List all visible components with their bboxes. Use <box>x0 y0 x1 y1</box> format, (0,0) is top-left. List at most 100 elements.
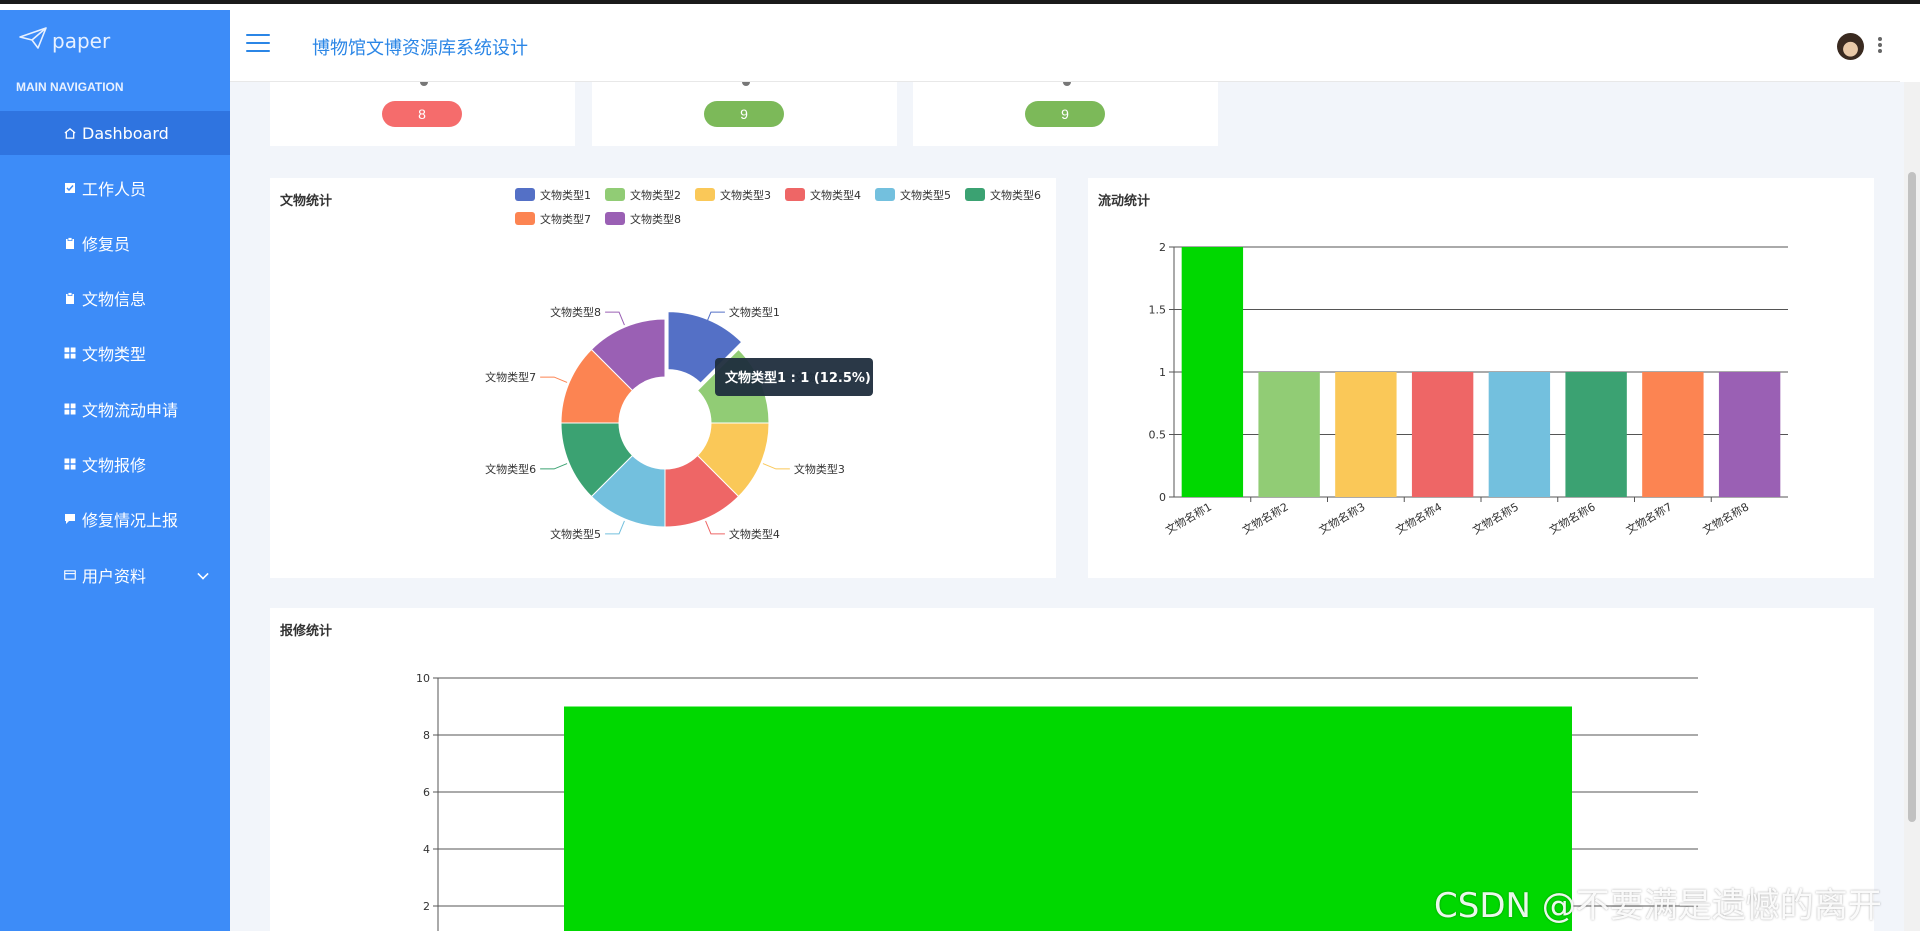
sidebar-item-label: 文物类型 <box>82 345 147 364</box>
y-tick-label: 0.5 <box>1149 429 1167 442</box>
stat-icon <box>420 82 428 86</box>
tooltip-text: 文物类型1 : 1 (12.5%) <box>725 370 871 386</box>
pie-slice <box>590 318 666 392</box>
legend-label: 文物类型8 <box>630 212 681 226</box>
legend-label: 文物类型5 <box>900 188 951 202</box>
nav-section-title: MAIN NAVIGATION <box>16 80 124 94</box>
legend-swatch <box>695 188 715 201</box>
flow-bar-chart[interactable]: 0 0.5 1 1.5 2 文物名称1 文物名称2 文物名称3 文物名称4 文物名称5 文物名称6 文… <box>1088 178 1874 578</box>
top-border <box>0 0 1920 4</box>
y-tick-label: 2 <box>423 900 430 913</box>
legend-swatch <box>515 188 535 201</box>
legend-label: 文物类型2 <box>630 188 681 202</box>
chevron-down-icon <box>197 568 209 580</box>
x-tick-label: 文物名称1 <box>1163 499 1214 537</box>
legend-label: 文物类型4 <box>810 188 861 202</box>
sidebar: paper MAIN NAVIGATION Dashboard 工作人员 修复员… <box>0 10 247 931</box>
y-tick-label: 6 <box>423 786 430 799</box>
panel-title: 文物统计 <box>280 194 333 209</box>
sidebar-item-repair-request[interactable]: 文物报修 <box>0 442 230 486</box>
x-tick-label: 文物名称4 <box>1393 499 1444 537</box>
bar <box>1718 372 1781 497</box>
legend-label: 文物类型1 <box>540 188 591 202</box>
avatar[interactable] <box>1837 33 1864 60</box>
pie-label-line <box>605 520 625 535</box>
x-tick-label: 文物名称2 <box>1239 499 1290 537</box>
stat-badge: 8 <box>382 101 462 127</box>
legend-swatch <box>605 212 625 225</box>
top-header: 博物馆文博资源库系统设计 <box>230 10 1900 82</box>
bar <box>1565 372 1627 497</box>
sidebar-item-label: Dashboard <box>82 123 169 143</box>
sidebar-item-dashboard[interactable]: Dashboard <box>0 111 247 155</box>
sidebar-item-relic-info[interactable]: 文物信息 <box>0 276 230 320</box>
x-tick-label: 文物名称7 <box>1623 499 1674 537</box>
grid-icon <box>64 458 76 470</box>
scrollbar-thumb[interactable] <box>1908 172 1916 822</box>
clipboard-icon <box>64 292 76 304</box>
pie-label-line <box>705 311 725 326</box>
sidebar-item-restorer[interactable]: 修复员 <box>0 221 230 265</box>
sidebar-item-label: 文物流动申请 <box>82 401 179 420</box>
check-square-icon <box>64 182 76 194</box>
y-tick-label: 1 <box>1159 366 1166 379</box>
sidebar-item-flow-request[interactable]: 文物流动申请 <box>0 387 230 431</box>
pie-label: 文物类型5 <box>550 527 601 541</box>
legend-swatch <box>605 188 625 201</box>
repair-stats-panel: 报修统计 0246810 <box>270 608 1874 931</box>
legend-swatch <box>515 212 535 225</box>
sidebar-item-relic-type[interactable]: 文物类型 <box>0 331 230 375</box>
menu-toggle-icon[interactable] <box>246 34 270 54</box>
stat-icon <box>742 82 750 86</box>
sidebar-item-repair-report[interactable]: 修复情况上报 <box>0 497 230 541</box>
sidebar-item-label: 文物报修 <box>82 456 147 475</box>
x-tick-label: 文物名称5 <box>1470 499 1521 537</box>
paper-plane-icon <box>18 26 48 55</box>
stat-badge: 9 <box>1025 101 1105 127</box>
pie-label-line <box>605 311 625 326</box>
legend-label: 文物类型6 <box>990 188 1041 202</box>
more-vertical-icon[interactable] <box>1878 37 1882 53</box>
pie-label: 文物类型1 <box>729 305 780 319</box>
y-tick-label: 4 <box>423 843 430 856</box>
stat-badge: 9 <box>704 101 784 127</box>
sidebar-item-label: 用户资料 <box>82 567 147 586</box>
repair-bar-chart[interactable]: 0246810 <box>270 608 1874 931</box>
sidebar-item-label: 文物信息 <box>82 290 147 309</box>
y-tick-label: 1.5 <box>1149 304 1167 317</box>
stat-card: 8 <box>270 82 575 146</box>
pie-label-line <box>540 376 568 383</box>
card-icon <box>64 569 76 581</box>
y-tick-label: 2 <box>1159 241 1166 254</box>
legend-swatch <box>875 188 895 201</box>
bar <box>1258 372 1320 497</box>
pie-label-line <box>540 463 568 470</box>
pie-slice <box>667 311 743 384</box>
panel-title: 流动统计 <box>1098 194 1151 209</box>
pie-label-line <box>762 463 790 470</box>
system-title: 博物馆文博资源库系统设计 <box>312 38 528 59</box>
logo-text: paper <box>52 28 111 53</box>
bar <box>564 706 1572 931</box>
sidebar-item-label: 修复情况上报 <box>82 511 179 530</box>
stat-icon <box>1063 82 1071 86</box>
pie-chart[interactable]: 文物类型1 文物类型2 文物类型3 文物类型4 文物类型5 文物类型6 文物类型7 文物类型8… <box>270 178 1056 578</box>
bar <box>1335 372 1397 497</box>
sidebar-item-staff[interactable]: 工作人员 <box>0 166 230 210</box>
y-tick-label: 8 <box>423 729 430 742</box>
bar <box>1488 372 1551 497</box>
grid-icon <box>64 403 76 415</box>
bar <box>1642 372 1704 497</box>
bar <box>1181 247 1244 497</box>
legend-swatch <box>785 188 805 201</box>
stat-card: 9 <box>592 82 897 146</box>
pie-label: 文物类型4 <box>729 527 780 541</box>
watermark: CSDN @不要满是遗憾的离开 <box>1434 886 1882 926</box>
vertical-scrollbar[interactable] <box>1904 82 1920 931</box>
legend-label: 文物类型7 <box>540 212 591 226</box>
pie-label: 文物类型7 <box>485 370 536 384</box>
sidebar-item-user-profile[interactable]: 用户资料 <box>0 553 230 597</box>
sidebar-item-label: 修复员 <box>82 235 131 254</box>
x-tick-label: 文物名称3 <box>1316 499 1367 537</box>
logo[interactable]: paper <box>18 26 110 55</box>
